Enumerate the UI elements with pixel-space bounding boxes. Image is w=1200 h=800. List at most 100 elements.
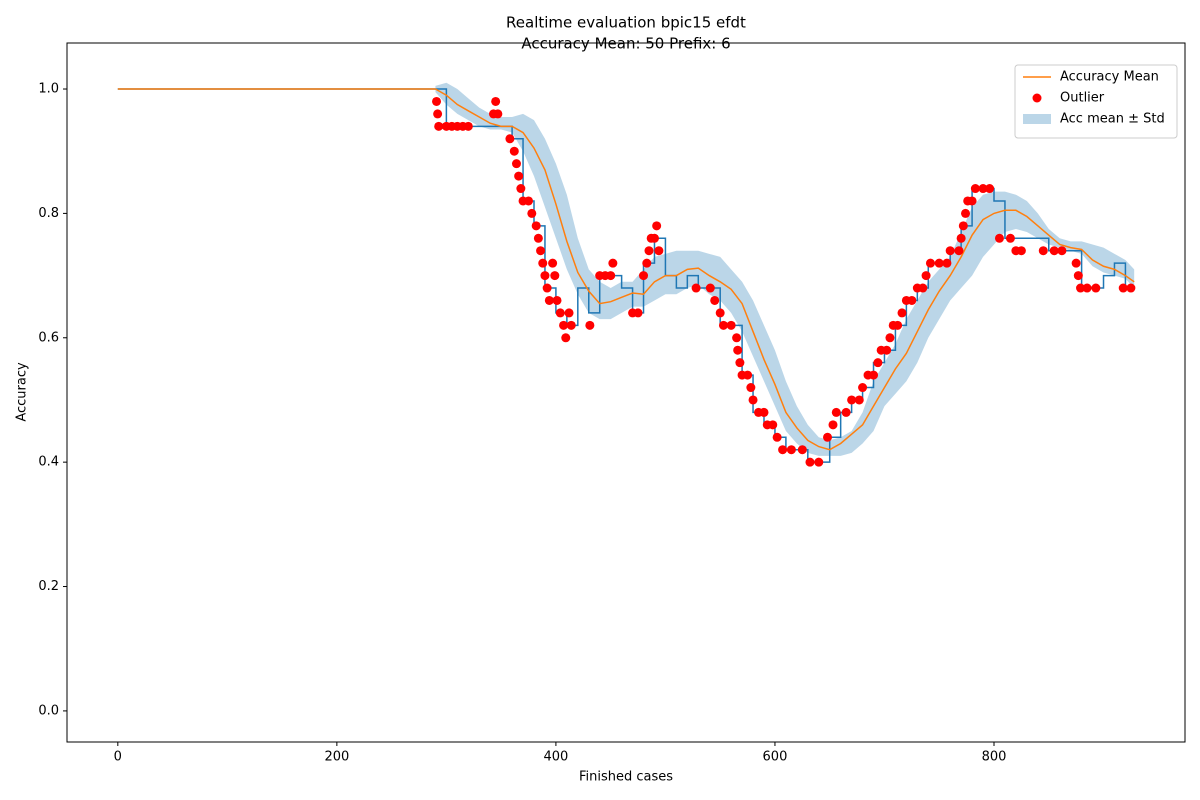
outlier-point: [797, 445, 807, 455]
outlier-point: [710, 295, 720, 305]
outlier-point: [1091, 283, 1101, 293]
y-tick-label: 0.4: [38, 455, 59, 470]
x-tick-label: 800: [982, 750, 1007, 765]
outlier-point: [652, 221, 662, 231]
outlier-point: [961, 208, 971, 218]
outlier-point: [907, 295, 917, 305]
std-band: [435, 82, 1135, 456]
outlier-point: [644, 246, 654, 256]
outlier-point: [608, 258, 618, 268]
outlier-point: [768, 420, 778, 430]
outlier-point: [548, 258, 558, 268]
outlier-point: [985, 184, 995, 194]
outlier-point: [828, 420, 838, 430]
outlier-point: [561, 333, 571, 343]
accuracy-step-line: [117, 88, 1135, 463]
outlier-point: [854, 395, 864, 405]
plot-frame: [66, 42, 1186, 743]
outlier-point: [814, 457, 824, 467]
outlier-point: [1073, 271, 1083, 281]
outlier-point: [733, 345, 743, 355]
outlier-point: [978, 184, 988, 194]
outlier-point: [934, 258, 944, 268]
outlier-point: [994, 233, 1004, 243]
outlier-point: [1082, 283, 1092, 293]
mean-line: [117, 88, 1135, 451]
outlier-point: [585, 320, 595, 330]
outlier-point: [841, 407, 851, 417]
outlier-point: [967, 196, 977, 206]
outlier-point: [1038, 246, 1048, 256]
outlier-point: [524, 196, 534, 206]
outlier-point: [732, 333, 742, 343]
x-tick-label: 0: [114, 750, 122, 765]
x-tick-label: 200: [324, 750, 349, 765]
y-axis-label: Accuracy: [15, 362, 30, 422]
outlier-point: [873, 358, 883, 368]
outlier-point: [514, 171, 524, 181]
outlier-point: [552, 295, 562, 305]
outlier-point: [823, 432, 833, 442]
outlier-point: [493, 109, 503, 119]
outlier-point: [527, 208, 537, 218]
y-tick-label: 0.0: [38, 703, 59, 718]
outlier-point: [509, 146, 519, 156]
x-tick-label: 600: [763, 750, 788, 765]
outlier-point: [516, 184, 526, 194]
outlier-point: [735, 358, 745, 368]
y-tick-label: 0.6: [38, 330, 59, 345]
outlier-point: [536, 246, 546, 256]
outlier-point: [550, 271, 560, 281]
outlier-point: [954, 246, 964, 256]
outlier-point: [715, 308, 725, 318]
outlier-point: [533, 233, 543, 243]
outlier-point: [759, 407, 769, 417]
outlier-point: [897, 308, 907, 318]
outlier-point: [1005, 233, 1015, 243]
y-tick-label: 0.8: [38, 206, 59, 221]
outlier-point: [958, 221, 968, 231]
outlier-point: [542, 283, 552, 293]
outlier-point: [885, 333, 895, 343]
plot-area: [117, 82, 1136, 467]
outlier-point: [893, 320, 903, 330]
outlier-point: [748, 395, 758, 405]
outlier-point: [847, 395, 857, 405]
outlier-point: [1118, 283, 1128, 293]
outlier-point: [544, 295, 554, 305]
outlier-point: [942, 258, 952, 268]
outlier-point: [858, 383, 868, 393]
outlier-point: [540, 271, 550, 281]
outlier-point: [633, 308, 643, 318]
legend-label: Outlier: [1060, 91, 1105, 106]
x-tick-label: 400: [543, 750, 568, 765]
outlier-point: [970, 184, 980, 194]
outlier-point: [691, 283, 701, 293]
outlier-point: [921, 271, 931, 281]
legend-label: Acc mean ± Std: [1060, 112, 1165, 127]
outlier-point: [432, 96, 442, 106]
outlier-point: [805, 457, 815, 467]
legend-marker: [1032, 93, 1042, 103]
y-tick-label: 1.0: [38, 82, 59, 97]
outlier-point: [434, 121, 444, 131]
legend-box: [1014, 64, 1178, 139]
outlier-point: [918, 283, 928, 293]
outlier-point: [531, 221, 541, 231]
outlier-point: [1049, 246, 1059, 256]
outlier-point: [463, 121, 473, 131]
outlier-point: [1016, 246, 1026, 256]
outlier-point: [705, 283, 715, 293]
outlier-point: [1076, 283, 1086, 293]
outlier-point: [1071, 258, 1081, 268]
outlier-point: [718, 320, 728, 330]
outlier-point: [566, 320, 576, 330]
outlier-point: [925, 258, 935, 268]
outlier-point: [538, 258, 548, 268]
outlier-point: [746, 383, 756, 393]
outlier-point: [505, 134, 515, 144]
outlier-point: [606, 271, 616, 281]
legend-patch: [1023, 114, 1051, 124]
outlier-point: [491, 96, 501, 106]
